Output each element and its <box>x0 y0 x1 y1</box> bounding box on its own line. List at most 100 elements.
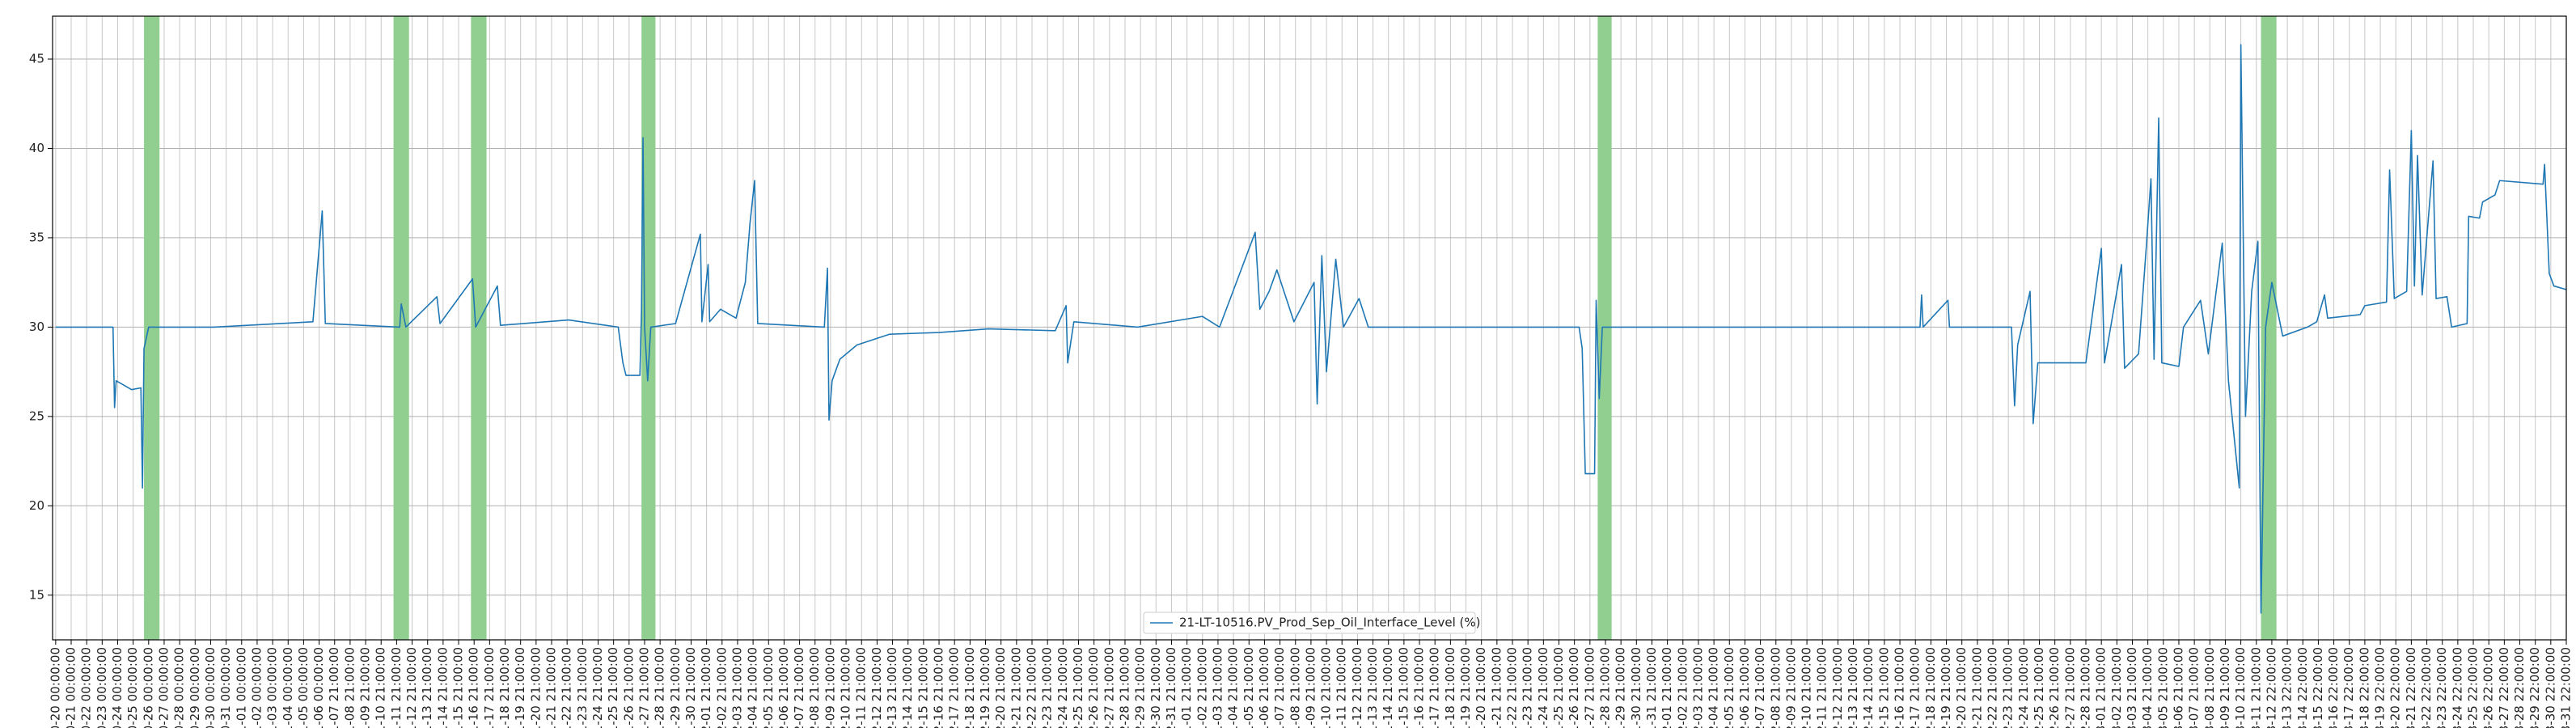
x-tick-label: 2-21 21:00:00 <box>1969 647 1984 728</box>
x-tick-label: 2-03 21:00:00 <box>1690 647 1705 728</box>
x-tick-label: 0-24 00:00:00 <box>110 647 125 728</box>
x-tick-label: 3-03 21:00:00 <box>2125 647 2139 728</box>
x-tick-label: 2-01 21:00:00 <box>699 647 713 728</box>
x-tick-label: 3-12 22:00:00 <box>2264 647 2278 728</box>
x-tick-label: 1-19 21:00:00 <box>1458 647 1473 728</box>
x-tick-label: 2-18 21:00:00 <box>1923 647 1938 728</box>
x-tick-label: 3-18 22:00:00 <box>2357 647 2371 728</box>
x-tick-label: 1-05 21:00:00 <box>1241 647 1256 728</box>
x-tick-label: 1-13 21:00:00 <box>420 647 434 728</box>
x-tick-label: 1-20 21:00:00 <box>1474 647 1488 728</box>
x-tick-label: 3-13 22:00:00 <box>2280 647 2295 728</box>
x-tick-label: 2-12 21:00:00 <box>869 647 884 728</box>
x-tick-label: 2-20 21:00:00 <box>1954 647 1969 728</box>
shaded-span <box>1597 16 1612 640</box>
x-tick-label: 2-16 21:00:00 <box>1893 647 1907 728</box>
x-tick-label: 1-03 00:00:00 <box>265 647 280 728</box>
x-tick-label: 3-30 22:00:00 <box>2543 647 2557 728</box>
x-tick-label: 1-24 21:00:00 <box>1536 647 1550 728</box>
x-tick-label: 2-21 21:00:00 <box>1009 647 1023 728</box>
y-tick-label: 40 <box>29 141 44 155</box>
x-tick-label: 1-31 21:00:00 <box>1644 647 1659 728</box>
x-tick-label: 2-05 21:00:00 <box>761 647 776 728</box>
x-tick-label: 2-15 21:00:00 <box>916 647 930 728</box>
x-tick-label: 2-15 21:00:00 <box>1876 647 1891 728</box>
y-tick-label: 20 <box>29 498 44 513</box>
x-tick-label: 2-11 21:00:00 <box>854 647 869 728</box>
x-tick-label: 2-27 21:00:00 <box>2062 647 2077 728</box>
x-tick-label: 2-08 21:00:00 <box>807 647 822 728</box>
x-tick-label: 3-05 21:00:00 <box>2155 647 2170 728</box>
x-tick-label: 2-14 21:00:00 <box>900 647 915 728</box>
x-tick-label: 3-07 21:00:00 <box>2187 647 2202 728</box>
x-tick-label: 2-04 21:00:00 <box>746 647 760 728</box>
x-tick-label: 2-02 21:00:00 <box>1675 647 1690 728</box>
x-tick-label: 3-14 22:00:00 <box>2295 647 2310 728</box>
x-tick-label: 0-20 00:00:00 <box>48 647 62 728</box>
x-tick-label: 1-26 21:00:00 <box>621 647 636 728</box>
x-tick-label: 1-22 21:00:00 <box>560 647 574 728</box>
legend-box <box>1143 612 1476 634</box>
x-tick-label: 1-13 21:00:00 <box>1365 647 1380 728</box>
x-tick-label: 1-25 21:00:00 <box>606 647 620 728</box>
x-tick-label: 1-02 00:00:00 <box>249 647 264 728</box>
x-tick-label: 1-01 21:00:00 <box>1179 647 1194 728</box>
x-tick-label: 1-06 21:00:00 <box>1257 647 1271 728</box>
y-tick-label: 30 <box>29 320 44 334</box>
x-tick-label: 1-24 21:00:00 <box>590 647 605 728</box>
x-tick-label: 1-06 00:00:00 <box>311 647 326 728</box>
x-tick-label: 2-04 21:00:00 <box>1707 647 1721 728</box>
x-tick-label: 3-06 21:00:00 <box>2171 647 2185 728</box>
x-tick-label: 2-26 21:00:00 <box>2047 647 2062 728</box>
x-tick-label: 1-04 00:00:00 <box>281 647 295 728</box>
x-tick-label: 0-26 00:00:00 <box>141 647 155 728</box>
x-tick-label: 1-01 00:00:00 <box>234 647 248 728</box>
x-tick-label: 2-29 21:00:00 <box>1133 647 1148 728</box>
x-tick-label: 2-16 21:00:00 <box>932 647 946 728</box>
data-line <box>55 44 2566 614</box>
x-tick-label: 3-21 22:00:00 <box>2404 647 2418 728</box>
shaded-span <box>641 16 656 640</box>
x-tick-label: 3-02 21:00:00 <box>2109 647 2124 728</box>
x-tick-label: 1-21 21:00:00 <box>544 647 559 728</box>
x-tick-label: 3-19 22:00:00 <box>2373 647 2388 728</box>
x-tick-label: 1-17 21:00:00 <box>1428 647 1442 728</box>
x-tick-label: 3-27 22:00:00 <box>2497 647 2511 728</box>
x-tick-label: 2-23 21:00:00 <box>1040 647 1055 728</box>
x-tick-label: 1-25 21:00:00 <box>1551 647 1566 728</box>
y-tick-label: 15 <box>29 587 44 602</box>
x-tick-label: 3-11 21:00:00 <box>2248 647 2263 728</box>
x-tick-label: 2-09 21:00:00 <box>823 647 837 728</box>
x-tick-label: 1-29 21:00:00 <box>1614 647 1628 728</box>
x-tick-label: 2-26 21:00:00 <box>1086 647 1101 728</box>
y-tick-label: 35 <box>29 230 44 244</box>
x-tick-label: 2-20 21:00:00 <box>993 647 1008 728</box>
x-tick-label: 1-09 21:00:00 <box>1303 647 1318 728</box>
x-tick-label: 1-22 21:00:00 <box>1505 647 1520 728</box>
shaded-span <box>393 16 409 640</box>
x-tick-label: 3-24 22:00:00 <box>2450 647 2464 728</box>
x-tick-label: 2-12 21:00:00 <box>1830 647 1845 728</box>
x-tick-label: 2-01 21:00:00 <box>1660 647 1674 728</box>
x-tick-label: 1-29 21:00:00 <box>668 647 683 728</box>
x-tick-label: 1-05 00:00:00 <box>296 647 311 728</box>
x-tick-label: 1-08 21:00:00 <box>1288 647 1302 728</box>
shaded-span <box>144 16 160 640</box>
legend: 21-LT-10516.PV_Prod_Sep_Oil_Interface_Le… <box>1143 612 1481 634</box>
x-tick-label: 1-23 21:00:00 <box>1521 647 1535 728</box>
x-tick-label: 1-09 21:00:00 <box>358 647 373 728</box>
y-tick-label: 45 <box>29 52 44 66</box>
x-tick-label: 2-30 21:00:00 <box>1148 647 1163 728</box>
x-tick-label: 0-27 00:00:00 <box>156 647 171 728</box>
x-tick-label: 3-26 22:00:00 <box>2481 647 2496 728</box>
x-tick-label: 2-28 21:00:00 <box>1117 647 1131 728</box>
x-tick-label: 2-03 21:00:00 <box>730 647 744 728</box>
x-tick-label: 2-10 21:00:00 <box>1800 647 1814 728</box>
x-tick-label: 2-08 21:00:00 <box>1768 647 1783 728</box>
x-tick-label: 1-16 21:00:00 <box>467 647 481 728</box>
x-tick-label: 2-24 21:00:00 <box>2016 647 2031 728</box>
x-tick-label: 2-22 21:00:00 <box>1025 647 1039 728</box>
x-tick-label: 3-31 22:00:00 <box>2559 647 2574 728</box>
